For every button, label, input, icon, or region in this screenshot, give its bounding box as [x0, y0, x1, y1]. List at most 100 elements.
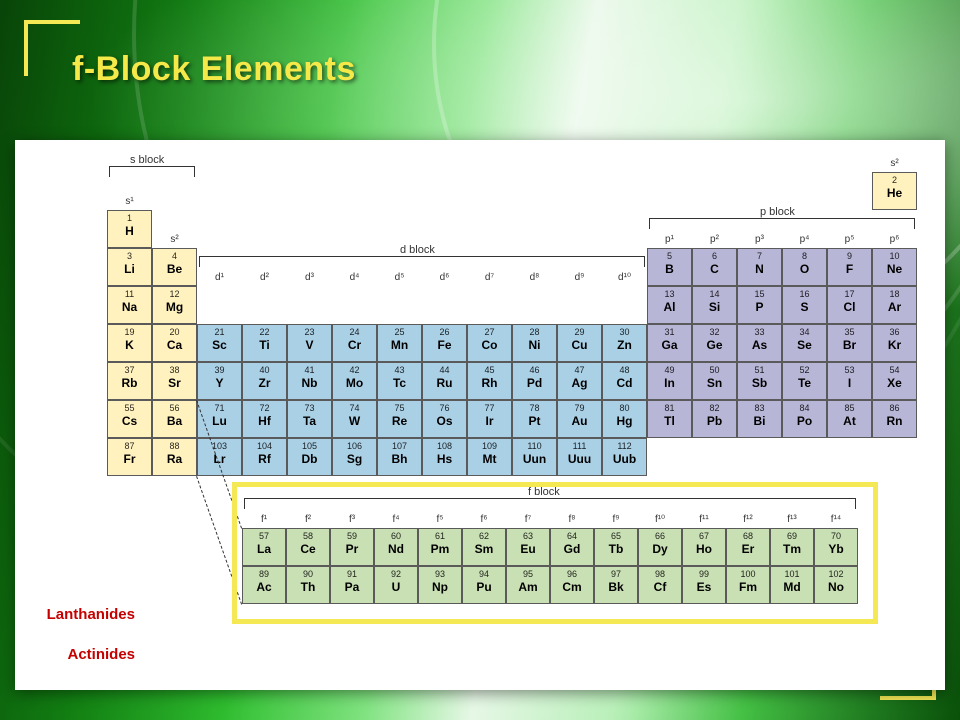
element-symbol: Si	[693, 301, 736, 314]
element-cell-Sb: 51Sb	[737, 362, 782, 400]
element-cell-H: 1H	[107, 210, 152, 248]
slide-stage: f-Block Elements 1H2He3Li4Be5B6C7N8O9F10…	[0, 0, 960, 720]
block-label: f block	[528, 486, 560, 498]
element-symbol: Ba	[153, 415, 196, 428]
column-header: f¹	[242, 514, 286, 525]
element-cell-He: 2He	[872, 172, 917, 210]
element-cell-Bk: 97Bk	[594, 566, 638, 604]
element-cell-Eu: 63Eu	[506, 528, 550, 566]
element-symbol: Es	[683, 581, 725, 594]
element-cell-Cl: 17Cl	[827, 286, 872, 324]
element-cell-Se: 34Se	[782, 324, 827, 362]
element-cell-Rf: 104Rf	[242, 438, 287, 476]
element-cell-Cd: 48Cd	[602, 362, 647, 400]
element-symbol: Ti	[243, 339, 286, 352]
element-symbol: Mg	[153, 301, 196, 314]
element-symbol: Pt	[513, 415, 556, 428]
atomic-number: 68	[727, 532, 769, 541]
element-cell-Cf: 98Cf	[638, 566, 682, 604]
column-header: d⁸	[512, 272, 557, 283]
atomic-number: 101	[771, 570, 813, 579]
element-cell-Hg: 80Hg	[602, 400, 647, 438]
actinides-label: Actinides	[15, 646, 135, 663]
element-cell-Ru: 44Ru	[422, 362, 467, 400]
element-cell-Tm: 69Tm	[770, 528, 814, 566]
lanthanides-label: Lanthanides	[15, 606, 135, 623]
atomic-number: 25	[378, 328, 421, 337]
atomic-number: 77	[468, 404, 511, 413]
atomic-number: 109	[468, 442, 511, 451]
element-symbol: Ga	[648, 339, 691, 352]
block-label: s block	[130, 154, 164, 166]
element-cell-Dy: 66Dy	[638, 528, 682, 566]
element-symbol: Mt	[468, 453, 511, 466]
element-symbol: Ho	[683, 543, 725, 556]
block-bracket	[199, 256, 645, 267]
atomic-number: 21	[198, 328, 241, 337]
element-symbol: Mo	[333, 377, 376, 390]
atomic-number: 39	[198, 366, 241, 375]
element-cell-Nd: 60Nd	[374, 528, 418, 566]
element-cell-Cr: 24Cr	[332, 324, 377, 362]
atomic-number: 41	[288, 366, 331, 375]
column-header: s²	[872, 158, 917, 169]
element-cell-W: 74W	[332, 400, 377, 438]
atomic-number: 37	[108, 366, 151, 375]
column-header: f¹¹	[682, 514, 726, 525]
element-cell-Pm: 61Pm	[418, 528, 462, 566]
atomic-number: 100	[727, 570, 769, 579]
column-header: p⁵	[827, 234, 872, 245]
element-cell-As: 33As	[737, 324, 782, 362]
element-cell-Sc: 21Sc	[197, 324, 242, 362]
element-cell-P: 15P	[737, 286, 782, 324]
element-symbol: Tl	[648, 415, 691, 428]
element-cell-Uub: 112Uub	[602, 438, 647, 476]
element-symbol: Yb	[815, 543, 857, 556]
atomic-number: 55	[108, 404, 151, 413]
element-symbol: Ra	[153, 453, 196, 466]
atomic-number: 42	[333, 366, 376, 375]
atomic-number: 98	[639, 570, 681, 579]
element-symbol: Uun	[513, 453, 556, 466]
element-symbol: Xe	[873, 377, 916, 390]
atomic-number: 7	[738, 252, 781, 261]
element-symbol: Ne	[873, 263, 916, 276]
atomic-number: 10	[873, 252, 916, 261]
atomic-number: 8	[783, 252, 826, 261]
element-symbol: Sb	[738, 377, 781, 390]
element-symbol: Pa	[331, 581, 373, 594]
element-cell-Kr: 36Kr	[872, 324, 917, 362]
column-header: d⁴	[332, 272, 377, 283]
element-cell-Cu: 29Cu	[557, 324, 602, 362]
element-symbol: Kr	[873, 339, 916, 352]
element-symbol: La	[243, 543, 285, 556]
element-symbol: Ac	[243, 581, 285, 594]
atomic-number: 69	[771, 532, 813, 541]
column-header: d²	[242, 272, 287, 283]
element-cell-Li: 3Li	[107, 248, 152, 286]
atomic-number: 71	[198, 404, 241, 413]
column-header: d⁶	[422, 272, 467, 283]
element-symbol: Dy	[639, 543, 681, 556]
atomic-number: 9	[828, 252, 871, 261]
element-symbol: Br	[828, 339, 871, 352]
element-cell-K: 19K	[107, 324, 152, 362]
atomic-number: 73	[288, 404, 331, 413]
column-header: p¹	[647, 234, 692, 245]
element-cell-Sr: 38Sr	[152, 362, 197, 400]
column-header: s¹	[107, 196, 152, 207]
element-symbol: Ni	[513, 339, 556, 352]
element-cell-Pd: 46Pd	[512, 362, 557, 400]
element-cell-Cs: 55Cs	[107, 400, 152, 438]
element-symbol: Rn	[873, 415, 916, 428]
element-cell-Ca: 20Ca	[152, 324, 197, 362]
atomic-number: 78	[513, 404, 556, 413]
atomic-number: 76	[423, 404, 466, 413]
atomic-number: 94	[463, 570, 505, 579]
element-symbol: Tc	[378, 377, 421, 390]
atomic-number: 96	[551, 570, 593, 579]
element-cell-Ni: 28Ni	[512, 324, 557, 362]
atomic-number: 108	[423, 442, 466, 451]
atomic-number: 92	[375, 570, 417, 579]
atomic-number: 105	[288, 442, 331, 451]
